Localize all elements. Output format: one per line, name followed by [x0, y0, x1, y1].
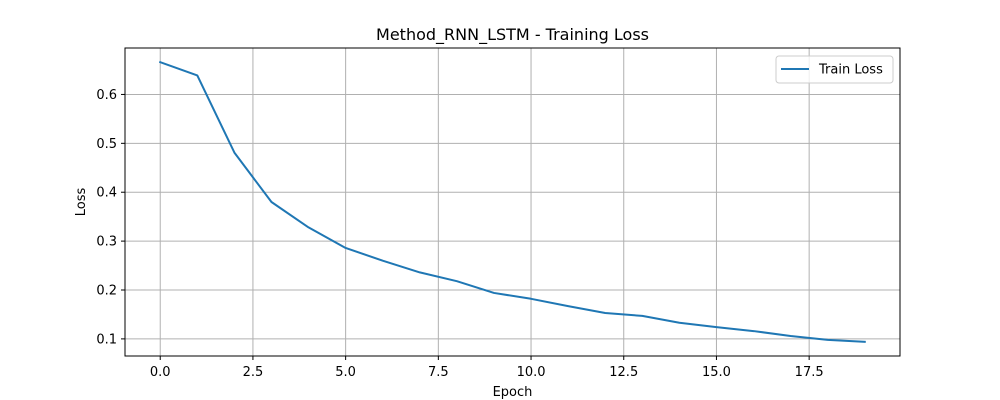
- series-layer: [158, 60, 866, 343]
- plot-frame: [124, 47, 901, 357]
- grid-layer: [125, 48, 900, 356]
- y-tick-label: 0.1: [96, 332, 117, 347]
- y-tick-label: 0.6: [96, 88, 117, 103]
- x-tick-label: 0.0: [150, 365, 171, 380]
- y-tick-label: 0.4: [96, 186, 117, 201]
- x-tick-label: 10.0: [517, 365, 546, 380]
- y-tick-label: 0.5: [96, 137, 117, 152]
- x-tick-label: 2.5: [243, 365, 264, 380]
- y-tick-label: 0.2: [96, 284, 117, 299]
- series-line-train-loss: [158, 60, 866, 343]
- x-axis-label: Epoch: [493, 385, 533, 400]
- legend: Train Loss: [775, 55, 894, 84]
- y-tick-label: 0.3: [96, 235, 117, 250]
- x-tick-label: 7.5: [428, 365, 449, 380]
- y-axis-label: Loss: [74, 188, 89, 217]
- chart-title: Method_RNN_LSTM - Training Loss: [376, 25, 649, 45]
- x-tick-label: 12.5: [609, 365, 638, 380]
- legend-label-train-loss: Train Loss: [818, 63, 883, 78]
- tick-layer: 0.0 2.5 5.0 7.5 10.0 12.5 15.0 17.5 0.1 0.2 0.3 0.4…: [96, 88, 823, 380]
- x-tick-label: 5.0: [335, 365, 356, 380]
- x-tick-label: 15.0: [702, 365, 731, 380]
- legend-box: [775, 55, 894, 84]
- x-tick-label: 17.5: [795, 365, 824, 380]
